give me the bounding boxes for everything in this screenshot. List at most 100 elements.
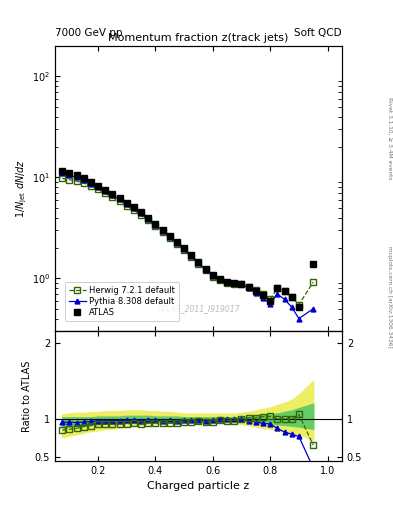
Herwig 7.2.1 default (203, 267, 208, 273)
Pythia 8.308 default (218, 276, 222, 282)
Y-axis label: Ratio to ATLAS: Ratio to ATLAS (22, 360, 32, 432)
Herwig 7.2.1 default (125, 203, 129, 209)
Herwig 7.2.1 default (117, 198, 122, 204)
ATLAS (103, 187, 108, 193)
Herwig 7.2.1 default (189, 254, 194, 260)
ATLAS (211, 272, 215, 278)
Pythia 8.308 default (282, 296, 287, 303)
Pythia 8.308 default (297, 315, 301, 322)
Herwig 7.2.1 default (232, 281, 237, 287)
ATLAS (74, 172, 79, 178)
ATLAS (160, 226, 165, 232)
Pythia 8.308 default (125, 201, 129, 207)
Pythia 8.308 default (211, 273, 215, 279)
Herwig 7.2.1 default (153, 223, 158, 229)
ATLAS (88, 179, 93, 185)
Pythia 8.308 default (289, 304, 294, 310)
ATLAS (268, 298, 273, 304)
Pythia 8.308 default (153, 222, 158, 228)
Pythia 8.308 default (67, 172, 72, 178)
Pythia 8.308 default (239, 281, 244, 287)
Text: 7000 GeV pp: 7000 GeV pp (55, 28, 123, 38)
ATLAS (67, 170, 72, 176)
ATLAS (174, 239, 179, 245)
Title: Momentum fraction z(track jets): Momentum fraction z(track jets) (108, 33, 288, 42)
Pythia 8.308 default (117, 197, 122, 203)
Herwig 7.2.1 default (311, 279, 316, 285)
Pythia 8.308 default (225, 279, 230, 285)
Pythia 8.308 default (103, 188, 108, 195)
X-axis label: Charged particle z: Charged particle z (147, 481, 250, 491)
Line: ATLAS: ATLAS (59, 168, 316, 310)
Herwig 7.2.1 default (174, 241, 179, 247)
ATLAS (81, 175, 86, 181)
ATLAS (196, 259, 201, 265)
ATLAS (282, 288, 287, 294)
Herwig 7.2.1 default (239, 281, 244, 287)
Herwig 7.2.1 default (211, 273, 215, 280)
ATLAS (146, 215, 151, 221)
ATLAS (125, 200, 129, 206)
ATLAS (60, 168, 64, 175)
ATLAS (117, 196, 122, 202)
ATLAS (232, 280, 237, 286)
ATLAS (289, 294, 294, 301)
Pythia 8.308 default (232, 280, 237, 286)
Pythia 8.308 default (132, 205, 136, 211)
Herwig 7.2.1 default (88, 183, 93, 189)
Herwig 7.2.1 default (132, 207, 136, 213)
Pythia 8.308 default (74, 175, 79, 181)
Herwig 7.2.1 default (182, 247, 187, 253)
Text: Rivet 3.1.10, ≥ 3.4M events: Rivet 3.1.10, ≥ 3.4M events (387, 97, 392, 180)
ATLAS (275, 285, 280, 291)
ATLAS (189, 252, 194, 258)
Pythia 8.308 default (261, 295, 265, 301)
Pythia 8.308 default (146, 216, 151, 222)
Herwig 7.2.1 default (268, 296, 273, 303)
Text: Soft QCD: Soft QCD (294, 28, 342, 38)
Herwig 7.2.1 default (246, 284, 251, 290)
Line: Herwig 7.2.1 default: Herwig 7.2.1 default (59, 176, 316, 307)
Herwig 7.2.1 default (289, 294, 294, 301)
Pythia 8.308 default (196, 260, 201, 266)
Herwig 7.2.1 default (261, 291, 265, 297)
Pythia 8.308 default (253, 290, 258, 296)
Herwig 7.2.1 default (196, 261, 201, 267)
Pythia 8.308 default (275, 291, 280, 297)
Herwig 7.2.1 default (110, 194, 115, 200)
ATLAS (203, 266, 208, 272)
Herwig 7.2.1 default (275, 285, 280, 291)
Herwig 7.2.1 default (146, 218, 151, 224)
Pythia 8.308 default (88, 180, 93, 186)
ATLAS (96, 183, 101, 189)
Pythia 8.308 default (182, 246, 187, 252)
ATLAS (253, 288, 258, 294)
ATLAS (182, 245, 187, 251)
ATLAS (225, 279, 230, 285)
Pythia 8.308 default (96, 184, 101, 190)
ATLAS (218, 276, 222, 282)
Herwig 7.2.1 default (74, 178, 79, 184)
Herwig 7.2.1 default (253, 287, 258, 293)
Herwig 7.2.1 default (67, 177, 72, 183)
Legend: Herwig 7.2.1 default, Pythia 8.308 default, ATLAS: Herwig 7.2.1 default, Pythia 8.308 defau… (65, 282, 179, 322)
Herwig 7.2.1 default (282, 288, 287, 294)
Pythia 8.308 default (311, 306, 316, 312)
Herwig 7.2.1 default (139, 212, 143, 219)
Herwig 7.2.1 default (96, 186, 101, 193)
ATLAS (153, 221, 158, 227)
ATLAS (261, 292, 265, 298)
Pythia 8.308 default (246, 285, 251, 291)
ATLAS (132, 204, 136, 210)
Pythia 8.308 default (81, 177, 86, 183)
ATLAS (297, 304, 301, 310)
Pythia 8.308 default (167, 233, 172, 240)
Pythia 8.308 default (160, 227, 165, 233)
Pythia 8.308 default (189, 253, 194, 259)
Pythia 8.308 default (203, 267, 208, 273)
Herwig 7.2.1 default (81, 180, 86, 186)
Herwig 7.2.1 default (103, 190, 108, 196)
Pythia 8.308 default (110, 193, 115, 199)
Pythia 8.308 default (139, 210, 143, 217)
Herwig 7.2.1 default (218, 277, 222, 283)
